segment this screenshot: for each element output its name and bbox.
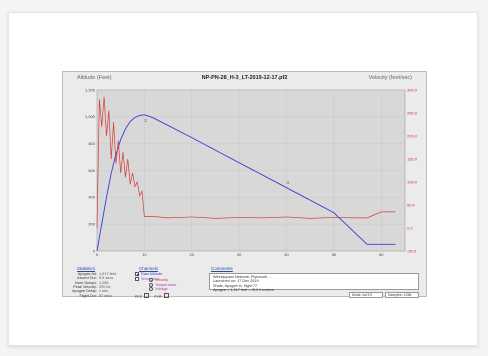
channel-radio[interactable]: Velocity bbox=[149, 278, 168, 282]
document-card: Altitude (Feet) NP-PN-28_H-3_LT-2019-12-… bbox=[8, 12, 478, 346]
event-marker: 4 bbox=[287, 180, 290, 185]
x-tick-label: 20 bbox=[190, 252, 195, 257]
x-tick-label: 40 bbox=[284, 252, 289, 257]
stat-row: Flight Dur: 57 secs bbox=[67, 294, 127, 298]
altitude-line bbox=[96, 114, 396, 252]
channel-label: Temperature bbox=[155, 282, 177, 287]
pyr-label: PYR bbox=[154, 295, 162, 299]
y2-tick-label: 50.0 bbox=[407, 202, 416, 207]
y-tick-label: 1,000 bbox=[85, 114, 96, 119]
comments-box[interactable]: Winnisquam Network, Plymouth, ... Launch… bbox=[209, 273, 419, 292]
channel-label: Raw Altitude bbox=[141, 272, 163, 276]
x-tick-label: 50 bbox=[332, 252, 337, 257]
left-axis-title: Altitude (Feet) bbox=[77, 75, 112, 81]
event-marker: 2 bbox=[144, 118, 147, 123]
channel-label: Velocity bbox=[155, 278, 169, 282]
file-title: NP-PN-28_H-3_LT-2019-12-17.pf2 bbox=[201, 75, 288, 81]
stat-label: Num Samps: bbox=[75, 280, 97, 285]
y-tick-label: 600 bbox=[88, 168, 95, 173]
x-tick-label: 0 bbox=[96, 252, 99, 257]
bottom-panel: Statistics Apogee Alt: 1,017 feet Ascent D… bbox=[63, 266, 426, 299]
y-tick-label: 800 bbox=[88, 141, 95, 146]
stat-row: Peak Velocity: 290 f/s bbox=[67, 285, 127, 289]
chart-header: Altitude (Feet) NP-PN-28_H-3_LT-2019-12-… bbox=[63, 72, 426, 84]
velocity-line bbox=[96, 96, 396, 229]
stat-value: 57 secs bbox=[99, 293, 113, 298]
flight-chart: 02004006008001,0001,200-50.00.050.0100.0… bbox=[85, 87, 418, 257]
stat-label: Apogee Alt: bbox=[77, 272, 97, 276]
stat-label: Ascent Dur: bbox=[77, 276, 97, 281]
comment-line: Launched on: 17 Dec 2019 bbox=[213, 279, 259, 284]
y2-tick-label: 0.0 bbox=[407, 225, 413, 230]
altimeter-window: Altitude (Feet) NP-PN-28_H-3_LT-2019-12-… bbox=[62, 71, 427, 299]
stat-value: 290 f/s bbox=[99, 284, 111, 289]
comment-line: Apogee = 1,017 feet = 310.0 meters bbox=[213, 287, 274, 292]
y2-tick-label: 250.0 bbox=[407, 110, 418, 115]
channel-checkbox[interactable]: Raw Altitude bbox=[135, 272, 162, 276]
y-tick-label: 400 bbox=[88, 195, 95, 200]
y2-tick-label: 200.0 bbox=[407, 133, 418, 138]
pfc-pyr-row: PFC PYR bbox=[135, 293, 169, 299]
stat-row: Apogee Delay: 1 sec bbox=[67, 289, 127, 293]
stat-row: Ascent Dur: 9.9 secs bbox=[67, 276, 127, 280]
pfc-label: PFC bbox=[135, 295, 143, 299]
comment-line: Winnisquam Network, Plymouth, ... bbox=[213, 275, 273, 279]
stat-value: 9.9 secs bbox=[99, 276, 114, 281]
channel-radio[interactable]: Temperature bbox=[149, 282, 177, 287]
y-tick-label: 200 bbox=[88, 221, 95, 226]
comments-title: Comments bbox=[211, 266, 233, 271]
y2-tick-label: 100.0 bbox=[407, 179, 418, 184]
stat-label: Apogee Delay: bbox=[72, 289, 97, 294]
samples-box: Samples: 1256 bbox=[385, 292, 419, 298]
stat-label: Peak Velocity: bbox=[73, 284, 97, 289]
radio-button[interactable] bbox=[149, 287, 153, 292]
checkbox-box[interactable] bbox=[135, 272, 139, 276]
pyr-checkbox[interactable] bbox=[163, 293, 169, 298]
channel-radio[interactable]: Voltage bbox=[149, 287, 168, 292]
stat-value: 1 sec bbox=[99, 289, 109, 294]
stat-row: Apogee Alt: 1,017 feet bbox=[67, 272, 127, 276]
x-tick-label: 60 bbox=[379, 252, 384, 257]
comment-line: Shale, Apogee in, flight 77 bbox=[213, 283, 258, 288]
channels-title: Channels bbox=[139, 266, 159, 271]
stat-value: 1,256 bbox=[99, 280, 109, 285]
y2-tick-label: 150.0 bbox=[407, 156, 418, 161]
radio-button[interactable] bbox=[149, 278, 153, 282]
y-tick-label: 1,200 bbox=[85, 87, 96, 92]
y2-tick-label: 300.0 bbox=[407, 87, 418, 92]
stat-row: Num Samps: 1,256 bbox=[67, 281, 127, 285]
stat-label: Flight Dur: bbox=[79, 293, 97, 298]
checkbox-box[interactable] bbox=[135, 276, 139, 281]
channel-label: Voltage bbox=[155, 287, 168, 292]
y-tick-label: 0 bbox=[93, 248, 96, 253]
mode-box: Mode: AUTO bbox=[349, 292, 383, 298]
pfc-checkbox[interactable] bbox=[144, 293, 150, 298]
y2-tick-label: -50.0 bbox=[407, 248, 417, 253]
x-tick-label: 30 bbox=[237, 252, 242, 257]
statistics-title: Statistics bbox=[77, 266, 96, 271]
right-axis-title: Velocity (feet/sec) bbox=[368, 75, 412, 81]
stat-value: 1,017 feet bbox=[99, 272, 116, 276]
radio-button[interactable] bbox=[149, 282, 153, 287]
x-tick-label: 10 bbox=[142, 252, 147, 257]
